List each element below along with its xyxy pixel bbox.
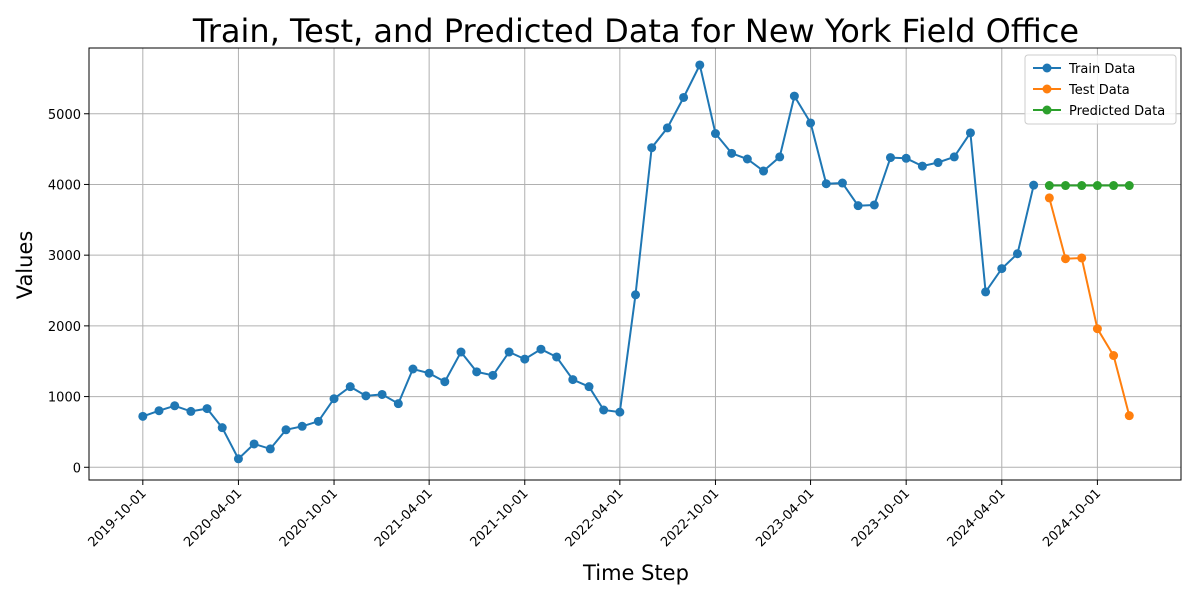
y-axis-title: Values bbox=[13, 231, 37, 300]
data-point bbox=[1029, 180, 1039, 190]
data-point bbox=[249, 439, 259, 449]
data-point bbox=[1061, 181, 1071, 191]
data-point bbox=[1044, 181, 1054, 191]
data-point bbox=[662, 123, 672, 133]
y-tick-label: 4000 bbox=[48, 178, 81, 193]
legend-item: Test Data bbox=[1033, 83, 1130, 98]
data-point bbox=[853, 201, 863, 211]
data-point bbox=[313, 416, 323, 426]
data-point bbox=[488, 370, 498, 380]
data-point bbox=[1109, 351, 1119, 361]
data-point bbox=[233, 454, 243, 464]
data-point bbox=[949, 152, 959, 162]
data-point bbox=[901, 153, 911, 163]
y-tick-label: 2000 bbox=[48, 320, 81, 335]
data-point bbox=[759, 166, 769, 176]
series-train-data bbox=[138, 60, 1039, 464]
legend-label: Predicted Data bbox=[1069, 104, 1165, 119]
data-point bbox=[917, 161, 927, 171]
data-point bbox=[631, 290, 641, 300]
data-point bbox=[837, 178, 847, 188]
data-point bbox=[1061, 254, 1071, 264]
data-point bbox=[599, 405, 609, 415]
legend-item: Train Data bbox=[1033, 62, 1135, 77]
y-tick-label: 3000 bbox=[48, 249, 81, 264]
data-point bbox=[265, 444, 275, 454]
legend-item: Predicted Data bbox=[1033, 104, 1165, 119]
plot-frame bbox=[88, 47, 1182, 481]
legend-label: Train Data bbox=[1068, 62, 1135, 77]
data-point bbox=[981, 287, 991, 297]
data-point bbox=[440, 377, 450, 387]
data-point bbox=[1109, 181, 1119, 191]
data-point bbox=[536, 344, 546, 354]
data-point bbox=[584, 382, 594, 392]
data-point bbox=[647, 143, 657, 153]
data-point bbox=[727, 148, 737, 158]
data-point bbox=[361, 391, 371, 401]
data-point bbox=[138, 411, 148, 421]
data-point bbox=[885, 153, 895, 163]
data-point bbox=[1124, 181, 1134, 191]
data-point bbox=[1044, 193, 1054, 203]
legend-label: Test Data bbox=[1068, 83, 1130, 98]
data-point bbox=[393, 399, 403, 409]
legend: Train Data Test Data Predicted Data bbox=[1024, 54, 1177, 125]
data-point bbox=[710, 129, 720, 139]
data-point bbox=[281, 425, 291, 435]
data-point bbox=[1077, 181, 1087, 191]
data-point bbox=[329, 394, 339, 404]
data-point bbox=[568, 375, 578, 385]
data-point bbox=[679, 92, 689, 102]
data-point bbox=[202, 404, 212, 414]
data-point bbox=[377, 389, 387, 399]
legend-box bbox=[1024, 54, 1177, 125]
series-line bbox=[1048, 197, 1131, 416]
data-point bbox=[408, 364, 418, 374]
data-point bbox=[742, 154, 752, 164]
data-point bbox=[615, 407, 625, 417]
legend-swatch-marker bbox=[1042, 63, 1052, 73]
data-point bbox=[806, 118, 816, 128]
data-point bbox=[520, 354, 530, 364]
data-point bbox=[997, 264, 1007, 274]
chart-title: Train, Test, and Predicted Data for New … bbox=[192, 12, 1079, 50]
data-point bbox=[217, 423, 227, 433]
data-point bbox=[186, 406, 196, 416]
data-point bbox=[154, 406, 164, 416]
data-point bbox=[297, 421, 307, 431]
y-axis-ticks: 0 1000 2000 3000 4000 5000 bbox=[48, 108, 89, 476]
data-point bbox=[345, 382, 355, 392]
data-point bbox=[552, 352, 562, 362]
data-point bbox=[1092, 324, 1102, 334]
data-point bbox=[1124, 411, 1134, 421]
data-point bbox=[965, 128, 975, 138]
series-test-data bbox=[1044, 193, 1134, 421]
data-point bbox=[775, 152, 785, 162]
y-tick-label: 1000 bbox=[48, 391, 81, 406]
y-tick-label: 0 bbox=[73, 461, 81, 476]
legend-swatch-marker bbox=[1042, 84, 1052, 94]
data-point bbox=[1092, 181, 1102, 191]
series-layer bbox=[138, 60, 1134, 464]
data-point bbox=[933, 158, 943, 168]
data-point bbox=[424, 368, 434, 378]
y-tick-label: 5000 bbox=[48, 108, 81, 123]
data-point bbox=[504, 347, 514, 357]
data-point bbox=[869, 200, 879, 210]
data-point bbox=[1077, 253, 1087, 263]
data-point bbox=[695, 60, 705, 70]
data-point bbox=[821, 179, 831, 189]
legend-swatch-marker bbox=[1042, 105, 1052, 115]
data-point bbox=[170, 401, 180, 411]
series-predicted-data bbox=[1044, 181, 1134, 191]
data-point bbox=[472, 367, 482, 377]
data-point bbox=[789, 91, 799, 101]
data-point bbox=[456, 347, 466, 357]
x-axis-title: Time Step bbox=[582, 561, 689, 585]
data-point bbox=[1012, 249, 1022, 259]
